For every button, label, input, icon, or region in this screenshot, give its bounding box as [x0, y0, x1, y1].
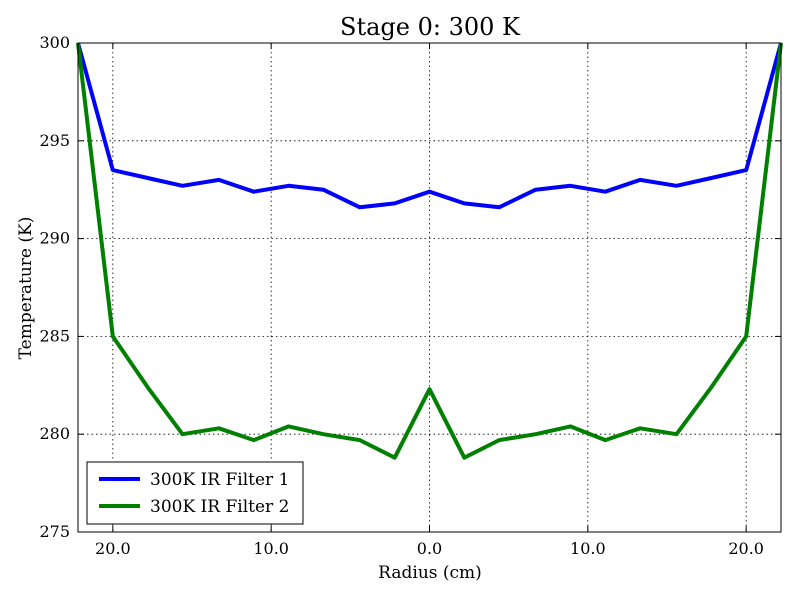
x-tick-label: 10.0: [570, 539, 606, 558]
y-tick-label: 280: [39, 424, 70, 443]
x-tick-label: 20.0: [728, 539, 764, 558]
y-tick-label: 290: [39, 229, 70, 248]
x-tick-label: 10.0: [253, 539, 289, 558]
tick-labels: 20.0 10.0 0.0 10.0 20.0 275 280 285 290 295 300: [39, 33, 764, 558]
x-tick-label: 0.0: [417, 539, 442, 558]
y-tick-label: 300: [39, 33, 70, 52]
chart-title: Stage 0: 300 K: [340, 13, 521, 41]
y-tick-label: 295: [39, 131, 70, 150]
legend-label-filter-2: 300K IR Filter 2: [150, 497, 289, 517]
legend-box: [86, 461, 304, 525]
series-line-filter-1: [76, 42, 783, 210]
grid: [78, 43, 781, 532]
x-axis-label: Radius (cm): [378, 563, 482, 583]
x-tick-label: 20.0: [95, 539, 131, 558]
legend: 300K IR Filter 1 300K IR Filter 2: [86, 461, 304, 525]
y-tick-label: 275: [39, 522, 70, 541]
legend-label-filter-1: 300K IR Filter 1: [150, 470, 289, 490]
series-line-filter-2: [76, 42, 783, 460]
y-tick-label: 285: [39, 326, 70, 345]
y-axis-label: Temperature (K): [16, 217, 36, 360]
series-lines: [76, 42, 783, 460]
axis-ticks: [78, 42, 781, 533]
